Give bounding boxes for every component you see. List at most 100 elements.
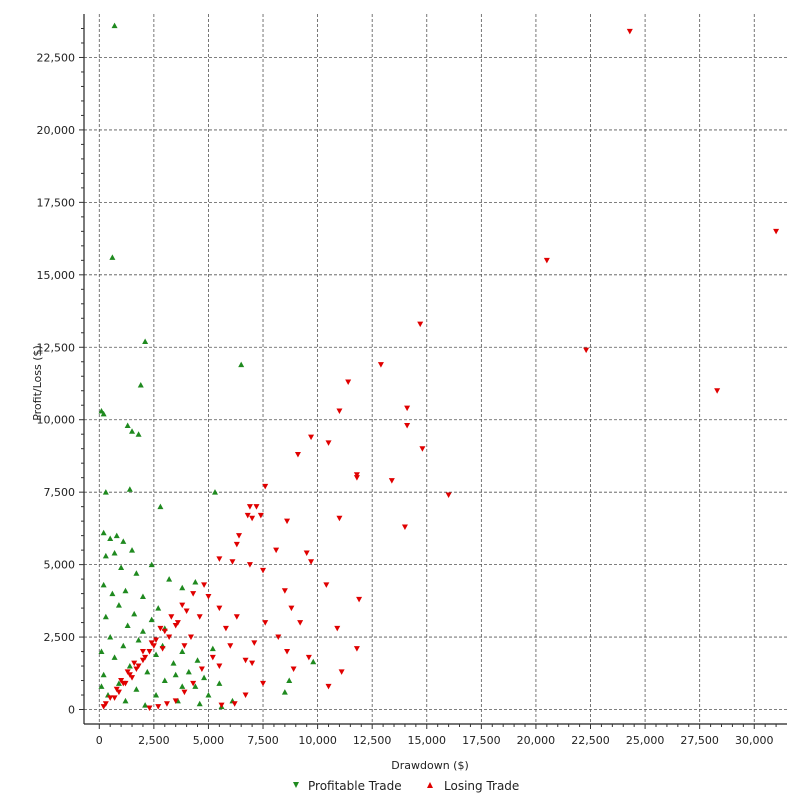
data-point: [196, 614, 203, 620]
data-point: [98, 408, 105, 414]
y-axis-ticks: 0 2,500 5,000 7,500 10,000 12,500 15,000 17,500…: [37, 27, 84, 717]
data-point: [100, 410, 107, 417]
data-point: [192, 579, 199, 585]
data-point: [262, 483, 269, 490]
data-point: [308, 559, 315, 565]
x-tick-label: 0: [96, 734, 103, 747]
data-point: [111, 550, 118, 556]
data-point: [131, 610, 138, 617]
data-point: [124, 622, 131, 628]
data-point: [172, 622, 179, 629]
x-tick-label: 5,000: [193, 734, 225, 747]
data-point: [170, 660, 177, 666]
data-point: [229, 559, 236, 565]
data-point: [118, 564, 125, 571]
y-tick-label: 22,500: [37, 51, 76, 64]
data-point: [201, 674, 208, 681]
y-tick-label: 10,000: [37, 414, 76, 427]
data-point: [233, 541, 240, 548]
legend-marker-losing: [427, 782, 433, 788]
data-point: [353, 472, 360, 478]
data-point: [260, 567, 267, 574]
data-point: [111, 654, 118, 660]
y-tick-label: 5,000: [44, 559, 76, 572]
data-point: [166, 576, 173, 582]
data-point: [102, 701, 109, 707]
y-axis-title: Profit/Loss ($): [31, 345, 44, 421]
data-point: [135, 431, 142, 437]
x-tick-label: 22,500: [571, 734, 610, 747]
data-point: [146, 705, 153, 712]
data-point: [120, 642, 127, 649]
x-axis-title: Drawdown ($): [391, 759, 469, 772]
data-point: [155, 704, 162, 710]
data-point: [181, 643, 188, 649]
data-point: [249, 515, 256, 522]
data-point: [109, 590, 116, 597]
data-point: [338, 669, 345, 675]
series-profitable: [98, 22, 317, 710]
data-point: [124, 422, 131, 429]
data-point: [126, 672, 133, 678]
data-point: [153, 651, 160, 657]
data-point: [216, 680, 223, 686]
data-point: [216, 663, 223, 670]
data-point: [142, 654, 149, 661]
data-point: [190, 680, 197, 687]
data-point: [325, 683, 332, 690]
data-point: [126, 486, 133, 492]
data-point: [218, 702, 225, 709]
data-point: [146, 649, 153, 655]
data-point: [161, 677, 168, 684]
data-point: [288, 605, 295, 612]
data-point: [122, 680, 129, 687]
x-tick-label: 12,500: [353, 734, 392, 747]
data-point: [275, 634, 282, 641]
data-point: [185, 668, 192, 675]
data-point: [133, 570, 140, 576]
data-point: [129, 428, 136, 434]
data-points: [98, 22, 780, 712]
data-point: [179, 602, 186, 609]
data-point: [353, 475, 360, 481]
data-point: [124, 669, 131, 675]
data-point: [310, 658, 317, 665]
data-point: [131, 660, 138, 667]
data-point: [111, 22, 118, 29]
data-point: [216, 605, 223, 612]
data-point: [377, 362, 384, 368]
data-point: [139, 593, 146, 599]
data-point: [227, 643, 234, 649]
data-point: [166, 634, 173, 641]
data-point: [198, 666, 205, 672]
data-point: [155, 605, 162, 611]
data-point: [231, 701, 238, 707]
legend: Profitable Trade Losing Trade: [293, 779, 519, 793]
data-point: [168, 614, 175, 620]
data-point: [98, 683, 105, 689]
data-point: [323, 582, 330, 588]
data-point: [445, 492, 452, 499]
data-point: [100, 581, 107, 588]
data-point: [284, 649, 291, 655]
data-point: [205, 593, 212, 600]
data-point: [118, 678, 125, 684]
x-tick-label: 25,000: [626, 734, 665, 747]
data-point: [135, 636, 142, 643]
data-point: [233, 614, 240, 620]
data-point: [201, 582, 208, 588]
y-tick-label: 20,000: [37, 124, 76, 137]
data-point: [111, 695, 118, 701]
data-point: [157, 625, 164, 632]
data-point: [107, 695, 114, 701]
data-point: [137, 381, 144, 388]
data-point: [183, 608, 190, 614]
data-point: [102, 489, 109, 495]
data-point: [345, 379, 352, 386]
data-point: [334, 625, 341, 632]
data-point: [100, 704, 107, 710]
x-tick-label: 10,000: [298, 734, 337, 747]
data-point: [281, 588, 288, 594]
